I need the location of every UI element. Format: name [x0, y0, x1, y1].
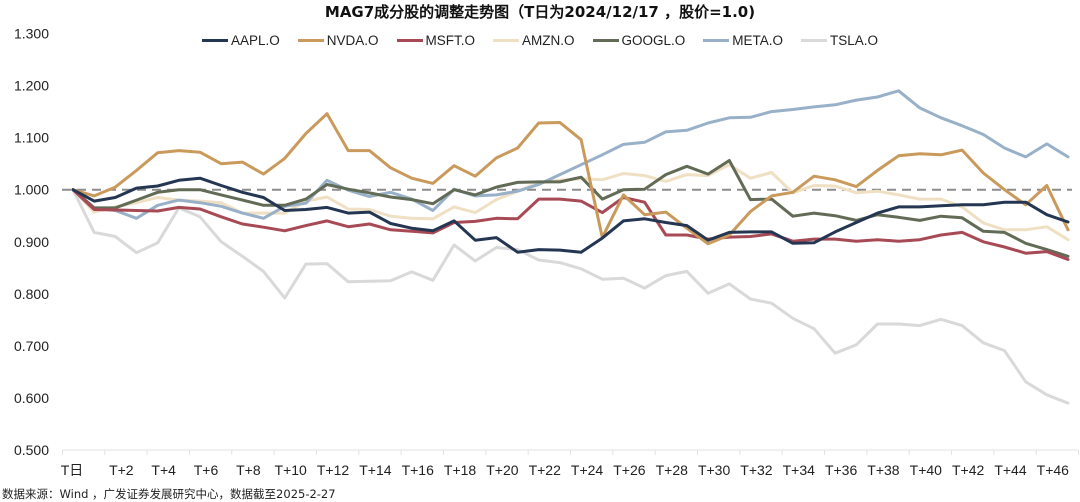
series-line-tsla-o — [71, 188, 1070, 405]
y-tick-label: 0.700 — [14, 338, 49, 354]
chart-title: MAG7成分股的调整走势图（T日为2024/12/17 ，股价=1.0) — [324, 3, 756, 21]
x-tick-label: T+12 — [317, 462, 350, 478]
legend-item-tsla-o: TSLA.O — [801, 33, 878, 48]
y-tick-label: 1.300 — [14, 26, 49, 42]
series-line-meta-o — [71, 89, 1070, 220]
x-tick-label: T+38 — [867, 462, 900, 478]
legend-item-meta-o: META.O — [703, 33, 783, 48]
x-tick-label: T+24 — [571, 462, 604, 478]
x-tick-label: T+40 — [910, 462, 943, 478]
x-tick-label: T+16 — [402, 462, 435, 478]
legend-label: MSFT.O — [425, 33, 476, 48]
y-axis: 1.300 1.200 1.100 1.000 0.900 0.800 0.700 0.600… — [14, 26, 49, 459]
legend-item-amzn-o: AMZN.O — [493, 33, 575, 48]
x-axis: T日 T+2 T+4 T+6 T+8 T+10 T+12 T+14 T+16 T+18 T+20 T+… — [61, 449, 1080, 478]
series-line-nvda-o — [71, 112, 1070, 246]
x-tick-label: T+10 — [275, 462, 308, 478]
legend-swatch — [396, 39, 423, 42]
x-tick-label: T+44 — [994, 462, 1027, 478]
series-line-aapl-o — [71, 176, 1070, 254]
x-tick-label: T+2 — [109, 462, 134, 478]
legend-item-googl-o: GOOGL.O — [592, 33, 686, 48]
source-note: 数据来源：Wind ，广发证券发展研究中心，数据截至2025-2-27 — [2, 487, 336, 501]
y-tick-label: 0.800 — [14, 286, 49, 302]
x-tick-label: T+30 — [698, 462, 731, 478]
series-line-amzn-o — [71, 163, 1070, 242]
legend-label: TSLA.O — [830, 33, 879, 48]
legend-swatch — [703, 39, 730, 42]
x-tick-label: T+20 — [486, 462, 519, 478]
legend-label: AAPL.O — [230, 33, 280, 48]
x-tick-label: T+26 — [613, 462, 646, 478]
legend-label: NVDA.O — [326, 33, 379, 48]
legend-swatch — [801, 39, 828, 42]
y-tick-label: 1.100 — [14, 130, 49, 146]
legend-label: GOOGL.O — [621, 33, 686, 48]
series-line-googl-o — [71, 159, 1070, 258]
legend-label: AMZN.O — [522, 33, 575, 48]
x-tick-label: T+34 — [783, 462, 816, 478]
series-line-msft-o — [71, 188, 1070, 261]
legend-swatch — [493, 39, 519, 42]
legend-item-nvda-o: NVDA.O — [297, 33, 379, 48]
x-tick-label: T+28 — [656, 462, 689, 478]
legend-swatch — [297, 39, 324, 42]
legend-label: META.O — [732, 33, 784, 48]
legend-item-msft-o: MSFT.O — [396, 33, 476, 48]
x-tick-label: T+22 — [529, 462, 562, 478]
legend-item-aapl-o: AAPL.O — [201, 33, 280, 48]
x-tick-label: T+8 — [236, 462, 261, 478]
y-tick-label: 1.200 — [14, 78, 49, 94]
x-tick-label: T+14 — [359, 462, 392, 478]
series-lines — [71, 89, 1070, 405]
legend-swatch — [592, 39, 619, 42]
x-tick-label: T+46 — [1037, 462, 1070, 478]
x-tick-label: T+18 — [444, 462, 477, 478]
x-tick-label: T+4 — [151, 462, 176, 478]
x-tick-label: T+6 — [194, 462, 219, 478]
y-tick-label: 0.900 — [14, 234, 49, 250]
legend-swatch — [201, 39, 228, 42]
x-tick-label: T+42 — [952, 462, 985, 478]
y-tick-label: 0.600 — [14, 390, 49, 406]
y-tick-label: 1.000 — [14, 182, 49, 198]
chart-legend: AAPL.O NVDA.O MSFT.O AMZN.O GOOGL.O META.O TSL… — [0, 33, 1080, 48]
x-tick-label: T日 — [61, 462, 84, 478]
y-tick-label: 0.500 — [14, 442, 49, 458]
x-tick-label: T+36 — [825, 462, 858, 478]
x-tick-label: T+32 — [740, 462, 773, 478]
